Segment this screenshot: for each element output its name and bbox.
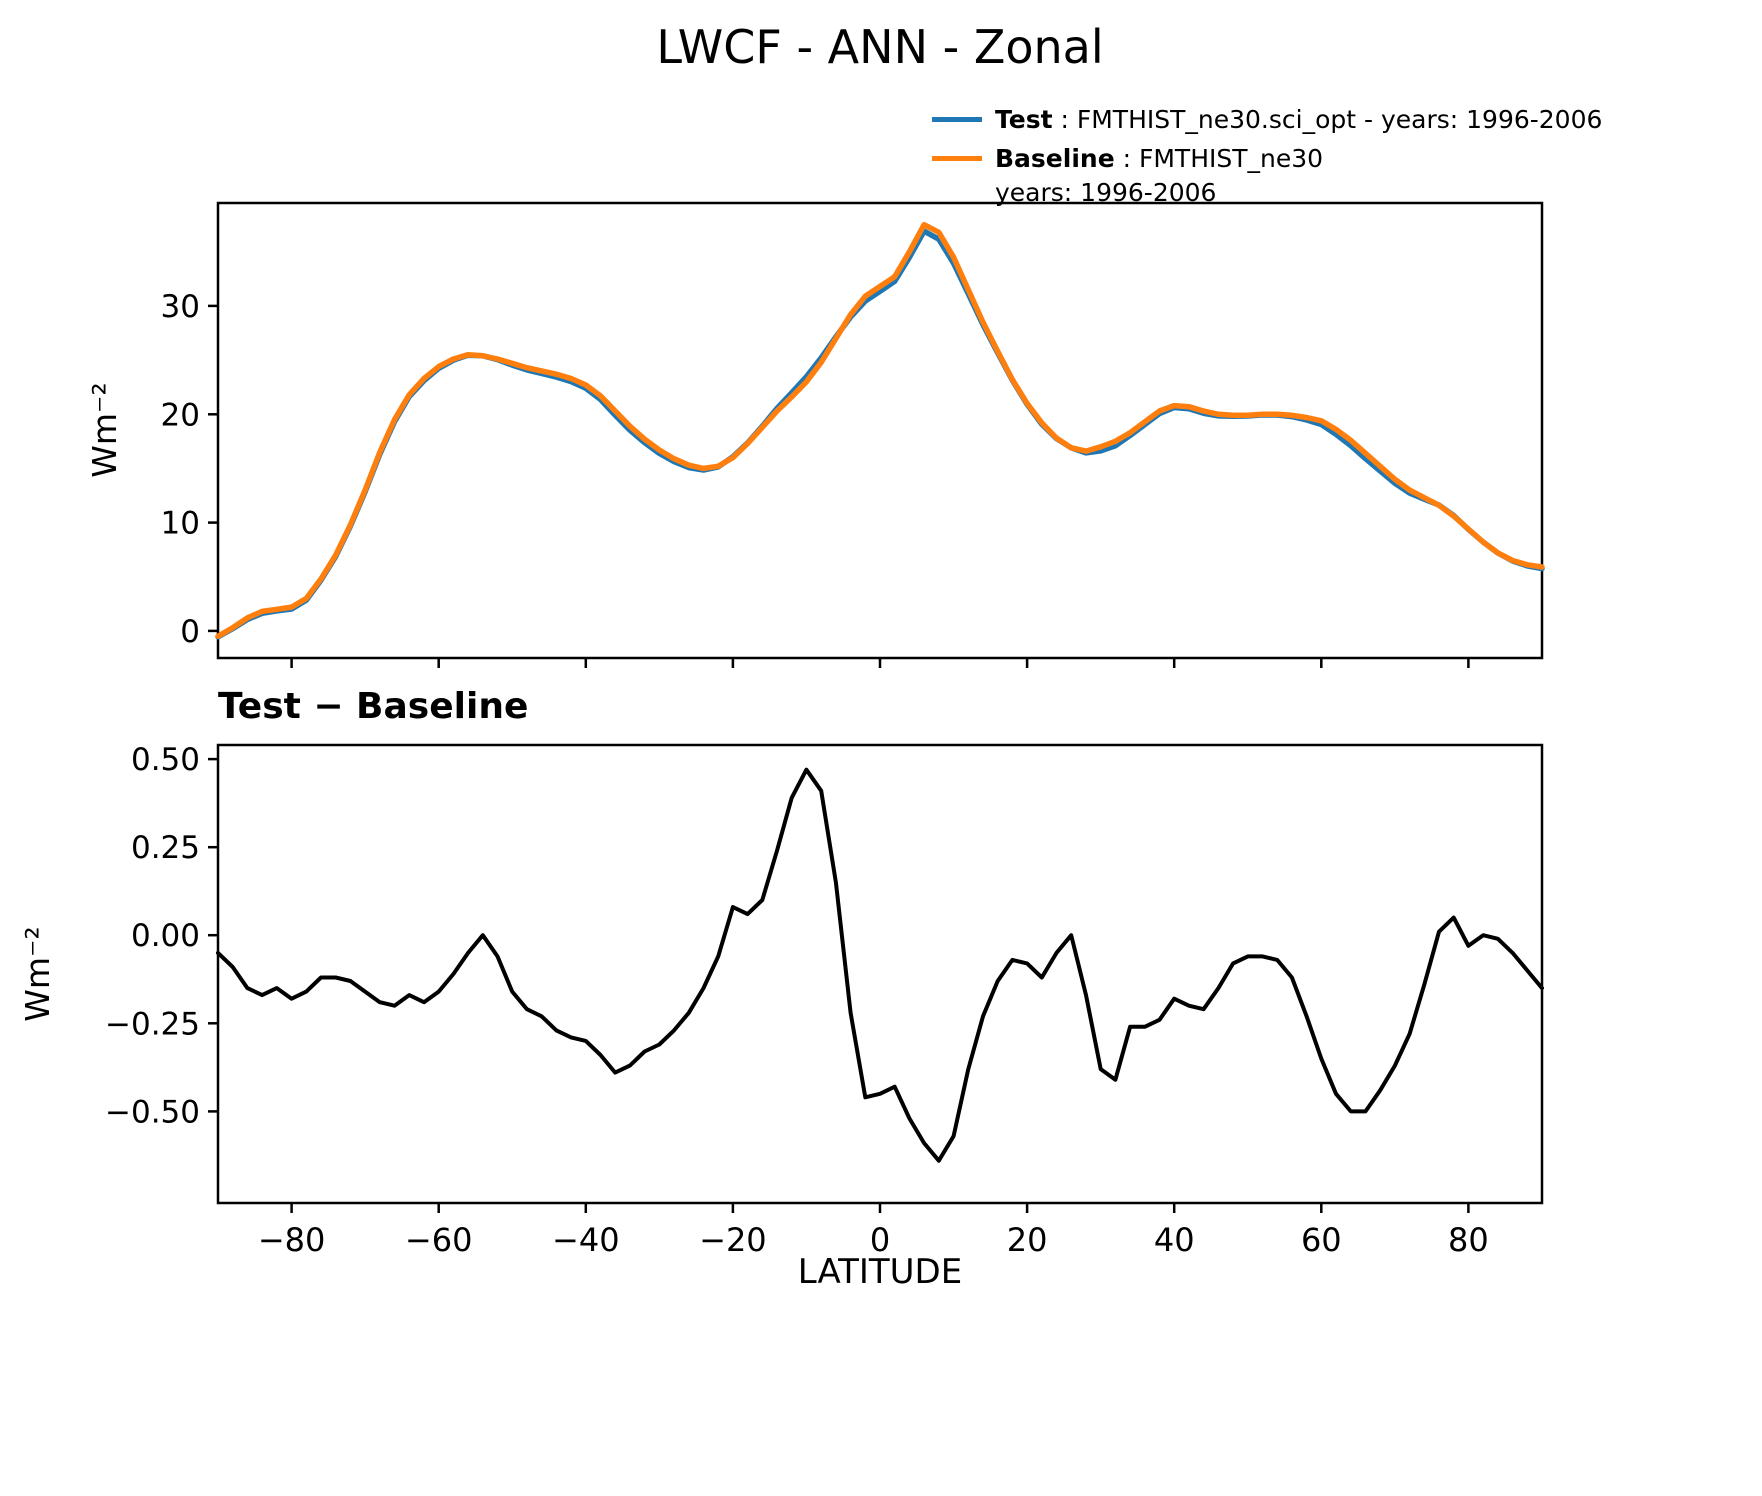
- y-tick-label: 30: [161, 289, 200, 325]
- legend-item-test: Test : FMTHIST_ne30.sci_opt - years: 199…: [932, 104, 1602, 135]
- legend-test-desc: : FMTHIST_ne30.sci_opt - years: 1996-200…: [1052, 105, 1603, 134]
- x-tick-label: −20: [699, 1221, 767, 1259]
- x-tick-label: 80: [1448, 1221, 1489, 1259]
- legend-test-text: Test : FMTHIST_ne30.sci_opt - years: 199…: [995, 104, 1602, 135]
- x-axis-label: LATITUDE: [797, 1252, 963, 1292]
- y-tick-label: 10: [161, 506, 200, 542]
- y-tick-label: 20: [161, 397, 200, 433]
- y-tick-label: −0.50: [105, 1094, 200, 1130]
- x-tick-label: −40: [552, 1221, 620, 1259]
- chart-title: LWCF - ANN - Zonal: [656, 20, 1104, 74]
- test-line-swatch: [932, 117, 982, 123]
- legend-baseline-text: Baseline : FMTHIST_ne30: [995, 143, 1323, 174]
- y-tick-label: 0.25: [131, 830, 200, 866]
- y-tick-label: 0.00: [131, 918, 200, 954]
- x-tick-label: −80: [258, 1221, 326, 1259]
- baseline-line: [215, 221, 1545, 640]
- top-y-axis-label: Wm⁻²: [85, 382, 124, 478]
- y-tick-label: 0.50: [131, 742, 200, 778]
- x-tick-label: −60: [405, 1221, 473, 1259]
- bottom-y-axis-label: Wm⁻²: [18, 926, 57, 1022]
- test-baseline-line: [216, 767, 1544, 1163]
- x-tick-label: 60: [1301, 1221, 1342, 1259]
- legend-item-baseline-years: years: 1996-2006: [995, 177, 1602, 208]
- axes-frame-1: [216, 743, 1544, 1205]
- baseline-line-swatch: [932, 156, 982, 162]
- legend-baseline-desc: : FMTHIST_ne30: [1114, 144, 1324, 174]
- y-tick-label: −0.25: [105, 1006, 200, 1042]
- legend-test-label: Test: [995, 105, 1053, 134]
- legend-baseline-label: Baseline: [995, 144, 1115, 174]
- legend-baseline-years: years: 1996-2006: [995, 177, 1217, 207]
- x-tick-label: 20: [1007, 1221, 1048, 1259]
- axes-frame-0: [216, 201, 1544, 660]
- legend-item-baseline: Baseline : FMTHIST_ne30: [932, 143, 1602, 174]
- legend: Test : FMTHIST_ne30.sci_opt - years: 199…: [932, 104, 1602, 216]
- difference-panel-title: Test − Baseline: [218, 686, 529, 727]
- x-tick-label: 40: [1154, 1221, 1195, 1259]
- x-tick-label: 0: [870, 1221, 890, 1259]
- y-tick-label: 0: [180, 614, 200, 650]
